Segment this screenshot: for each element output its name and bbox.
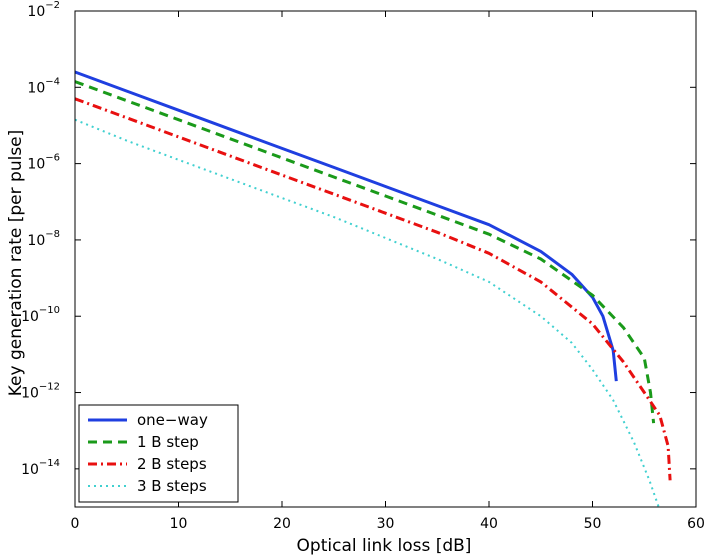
y-axis-label: Key generation rate [per pulse] — [6, 130, 26, 397]
x-tick-label: 30 — [377, 516, 395, 532]
legend: one−way 1 B step 2 B steps 3 B steps — [78, 404, 239, 503]
y-tick-label: 10−6 — [27, 153, 60, 173]
series-line-1 — [74, 80, 656, 424]
x-tick-label: 60 — [687, 516, 705, 532]
y-tick-label: 10−14 — [21, 458, 60, 478]
legend-label-0: one−way — [137, 411, 208, 429]
x-tick-label: 0 — [71, 516, 80, 532]
y-tick-label: 10−10 — [21, 305, 60, 325]
legend-label-2: 2 B steps — [137, 455, 207, 473]
series-line-0 — [74, 70, 618, 382]
legend-label-3: 3 B steps — [137, 477, 207, 495]
series-line-3 — [74, 118, 660, 508]
x-tick-label: 10 — [170, 516, 188, 532]
x-tick-label: 40 — [480, 516, 498, 532]
y-tick-label: 10−12 — [21, 382, 60, 402]
y-tick-label: 10−8 — [27, 229, 60, 249]
series-layer — [74, 70, 672, 508]
x-tick-label: 50 — [584, 516, 602, 532]
x-tick-label: 20 — [273, 516, 291, 532]
series-line-2 — [74, 97, 672, 481]
x-axis-label: Optical link loss [dB] — [297, 536, 472, 556]
legend-label-1: 1 B step — [137, 433, 199, 451]
y-tick-label: 10−2 — [27, 0, 60, 20]
y-tick-label: 10−4 — [27, 76, 60, 96]
